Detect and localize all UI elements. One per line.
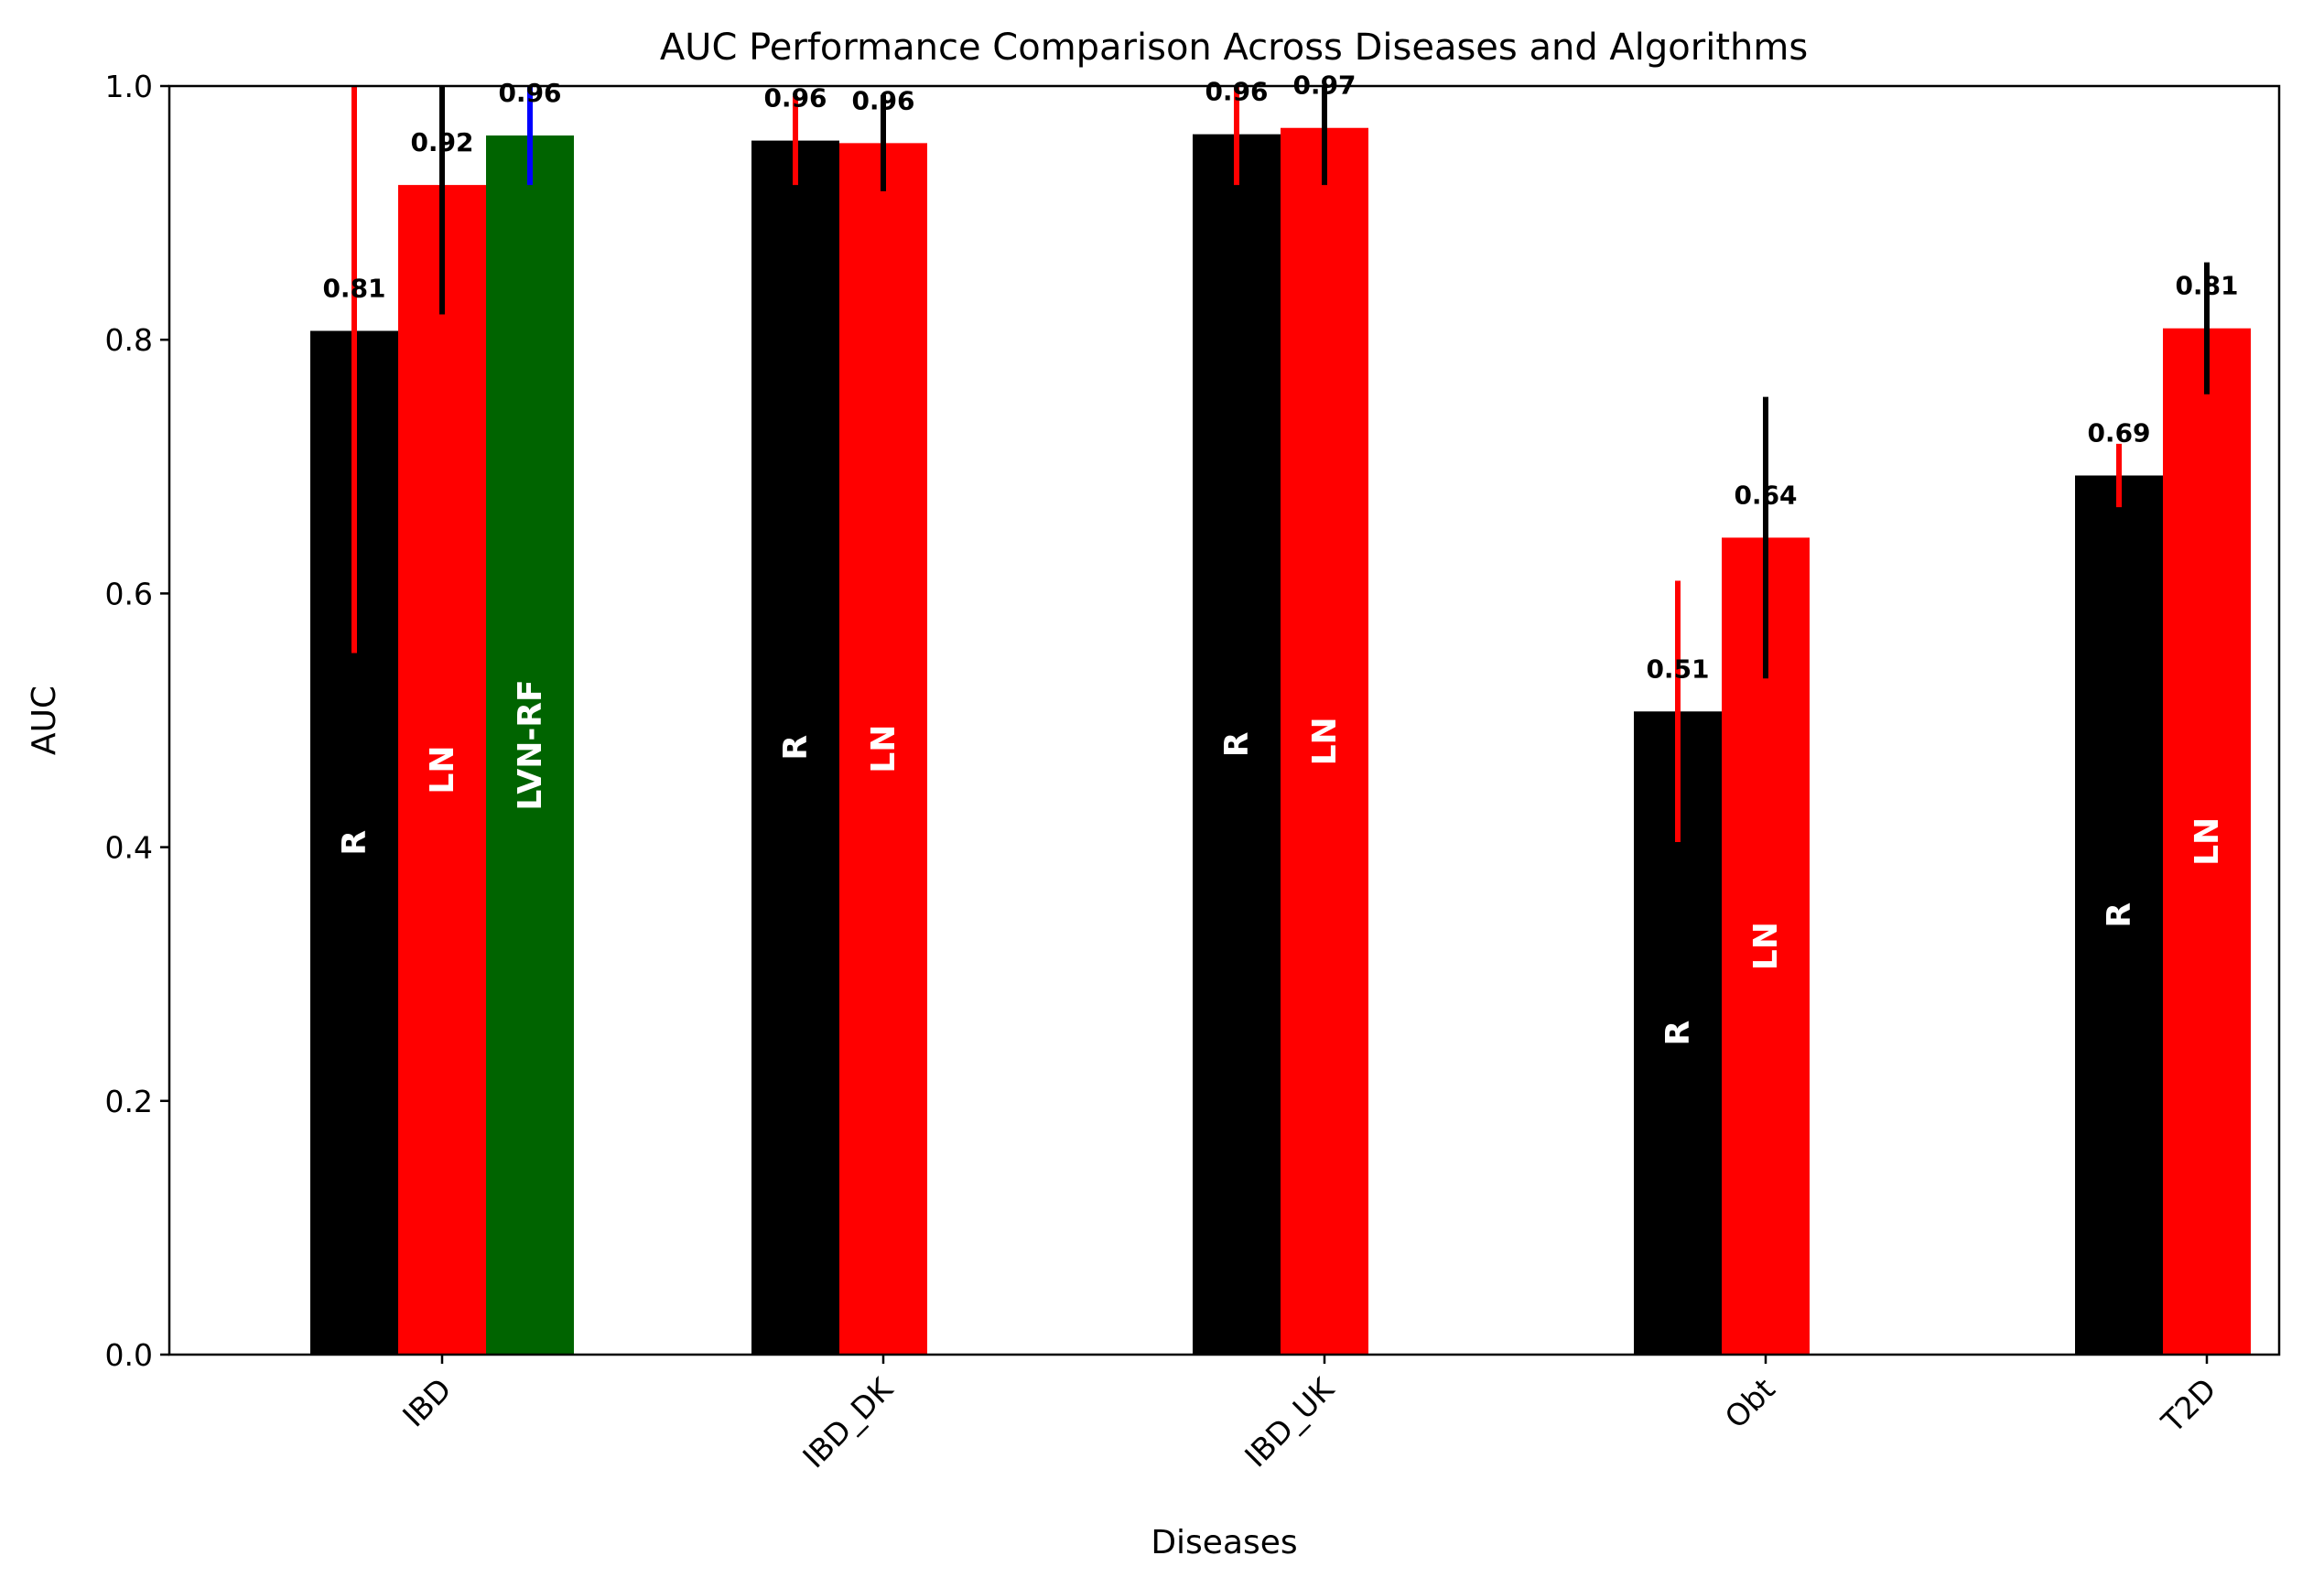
value-label: 0.96 [1205,77,1268,107]
x-tick-label: IBD_DK [795,1370,900,1475]
x-tick-label: IBD [395,1371,458,1433]
bar-IBD_DK-R [751,140,839,1355]
bar-inner-label: LN [1306,717,1344,765]
bar-inner-label: R [1659,1021,1697,1046]
plot-area: 0.81R0.92LN0.96LVN-RF0.96R0.96LN0.96R0.9… [310,70,2251,1356]
value-label: 0.96 [851,85,914,115]
bar-T2D-R [2075,475,2163,1355]
y-tick-label: 0.6 [105,576,153,611]
y-tick-label: 0.4 [105,830,153,866]
bar-inner-label: LN [424,746,461,794]
bar-inner-label: R [336,830,373,856]
x-tick-label: IBD_UK [1238,1370,1341,1474]
plot-frame [168,84,2281,1356]
value-label: 0.69 [2087,418,2150,448]
bar-IBD_DK-LN [839,143,927,1355]
value-label: 0.64 [1734,480,1797,510]
bar-inner-label: R [1218,731,1256,757]
bar-inner-label: LVN-RF [512,679,549,810]
x-axis: IBD IBD_DK IBD_UK Obt T2D [395,1355,2223,1475]
value-label: 0.81 [2175,271,2238,301]
y-tick-label: 0.0 [105,1337,153,1373]
chart-title: AUC Performance Comparison Across Diseas… [660,27,1808,69]
value-label: 0.81 [322,273,385,303]
value-label: 0.96 [498,78,561,108]
y-tick-label: 1.0 [105,69,153,104]
value-label: 0.51 [1646,654,1709,684]
value-label: 0.92 [410,127,473,157]
bar-inner-label: R [777,735,815,761]
bar-inner-label: LN [865,725,903,773]
bar-inner-label: LN [1747,922,1785,970]
y-axis-label: AUC [26,686,63,755]
x-tick-label: Obt [1718,1371,1782,1435]
bar-inner-label: R [2101,902,2138,928]
y-tick-label: 0.2 [105,1084,153,1119]
bar-inner-label: LN [2189,817,2226,866]
x-tick-label: T2D [2154,1371,2222,1440]
bar-IBD-LN [398,185,486,1355]
bar-IBD_UK-R [1193,134,1281,1356]
bar-IBD-LVN-RF [486,135,574,1356]
bar-IBD_UK-LN [1281,127,1368,1355]
y-tick-label: 0.8 [105,322,153,358]
x-axis-label: Diseases [1151,1524,1297,1561]
y-axis: 0.0 0.2 0.4 0.6 0.8 1.0 [105,69,169,1373]
bar-T2D-LN [2163,328,2251,1355]
value-label: 0.96 [763,83,827,113]
